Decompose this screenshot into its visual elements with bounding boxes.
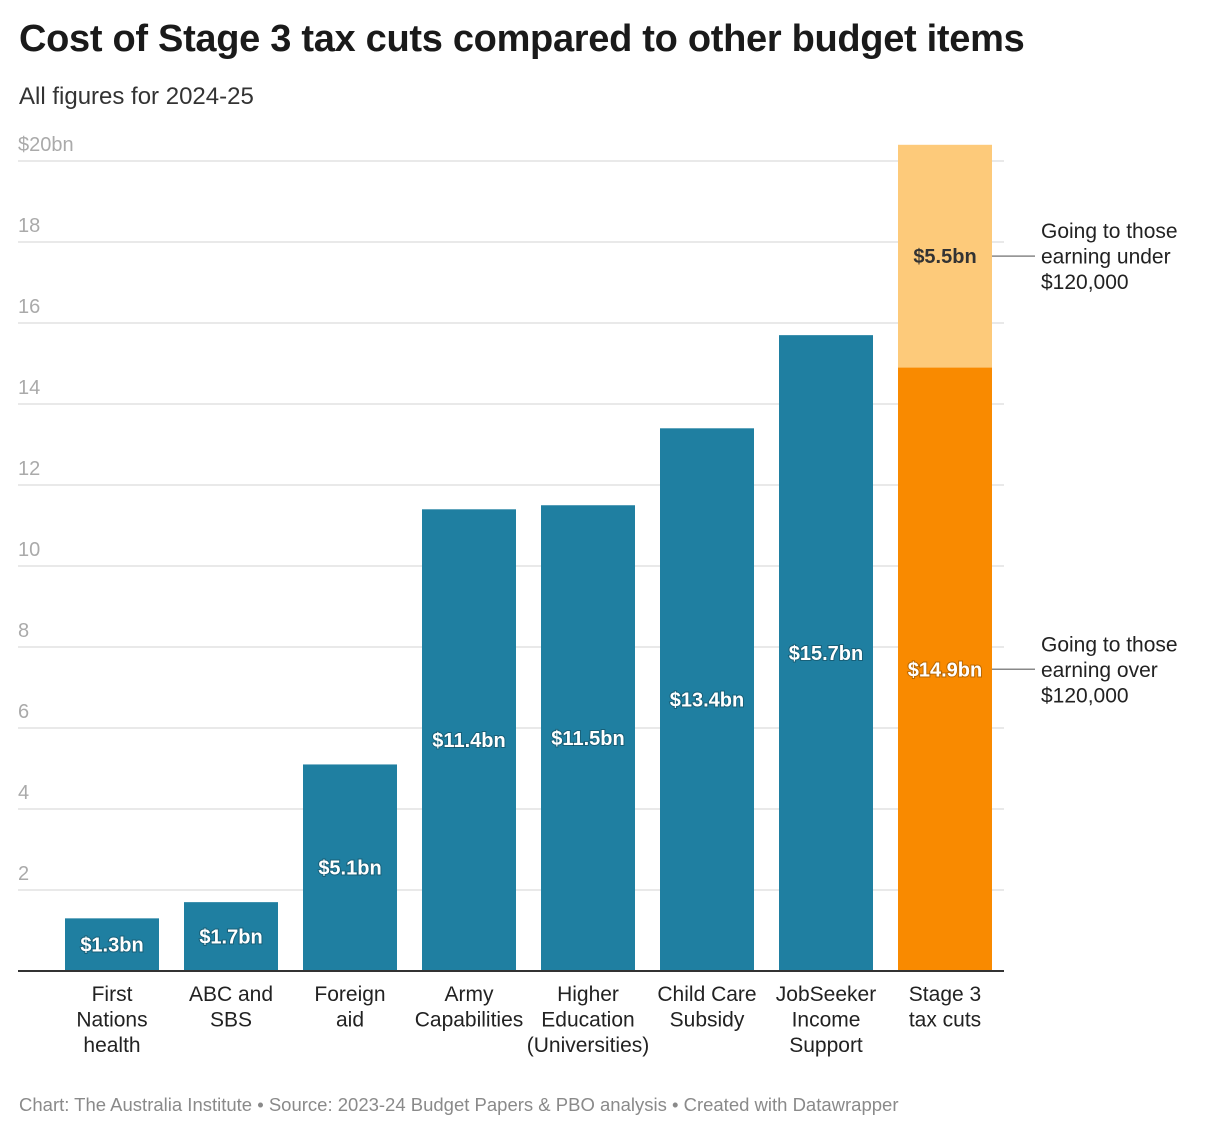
chart-title: Cost of Stage 3 tax cuts compared to oth… <box>19 18 1025 60</box>
bar-value-label: $1.3bn <box>80 935 143 957</box>
category-label: First <box>92 983 133 1006</box>
category-label: JobSeeker <box>776 983 876 1006</box>
y-tick-label: 18 <box>18 215 40 237</box>
category-label: health <box>83 1034 140 1057</box>
category-label: (Universities) <box>527 1034 650 1057</box>
category-label: Nations <box>76 1009 147 1032</box>
bar <box>898 367 992 971</box>
chart-subtitle: All figures for 2024-25 <box>19 83 254 110</box>
category-label: Foreign <box>314 983 385 1006</box>
bar-value-label: $11.4bn <box>432 730 505 752</box>
annotation-text: Going to those <box>1041 220 1178 243</box>
bar-value-label: $1.7bn <box>199 927 262 949</box>
bar-value-label: $5.1bn <box>318 858 381 880</box>
bar <box>779 335 873 971</box>
category-label: Support <box>789 1034 863 1057</box>
category-label: Education <box>541 1009 634 1032</box>
y-tick-label: 10 <box>18 539 40 561</box>
category-label: Subsidy <box>670 1009 745 1032</box>
chart-footer: Chart: The Australia Institute • Source:… <box>19 1094 899 1115</box>
category-label: Child Care <box>657 983 756 1006</box>
category-label: Income <box>792 1009 861 1032</box>
category-label: Higher <box>557 983 619 1006</box>
annotation-text: Going to those <box>1041 633 1178 656</box>
category-label: ABC and <box>189 983 273 1006</box>
category-label: Stage 3 <box>909 983 981 1006</box>
category-label: aid <box>336 1009 364 1032</box>
bar <box>541 505 635 971</box>
y-tick-label: 14 <box>18 377 40 399</box>
category-label: Army <box>445 983 494 1006</box>
bar-value-label: $11.5bn <box>551 728 624 750</box>
bar-value-label: $13.4bn <box>670 690 744 712</box>
annotation-text: earning over <box>1041 659 1158 682</box>
y-tick-label: 12 <box>18 458 40 480</box>
category-label: Capabilities <box>415 1009 524 1032</box>
bar <box>184 902 278 971</box>
y-tick-label: 16 <box>18 296 40 318</box>
bar-value-label: $14.9bn <box>908 659 982 681</box>
bar <box>422 509 516 971</box>
y-tick-label: 8 <box>18 620 29 642</box>
y-tick-label: $20bn <box>18 134 74 156</box>
bar <box>303 764 397 971</box>
annotation-text: $120,000 <box>1041 684 1129 707</box>
y-tick-label: 2 <box>18 863 29 885</box>
category-label: SBS <box>210 1009 252 1032</box>
annotation-text: $120,000 <box>1041 271 1129 294</box>
bar-value-label: $5.5bn <box>913 246 976 268</box>
bar-value-label: $15.7bn <box>789 643 863 665</box>
bar <box>65 918 159 971</box>
y-tick-label: 4 <box>18 782 29 804</box>
category-label: tax cuts <box>909 1009 981 1032</box>
y-tick-label: 6 <box>18 701 29 723</box>
annotation-text: earning under <box>1041 246 1171 269</box>
bar <box>660 428 754 971</box>
bar <box>898 144 992 368</box>
